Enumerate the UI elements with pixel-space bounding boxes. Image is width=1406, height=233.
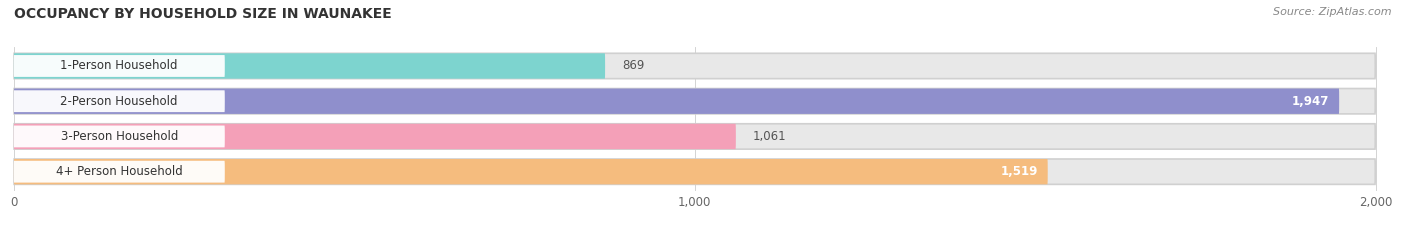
Text: 1,947: 1,947 bbox=[1292, 95, 1329, 108]
FancyBboxPatch shape bbox=[14, 124, 1375, 149]
FancyBboxPatch shape bbox=[14, 89, 1375, 114]
FancyBboxPatch shape bbox=[14, 159, 1375, 184]
FancyBboxPatch shape bbox=[14, 159, 1047, 184]
FancyBboxPatch shape bbox=[14, 161, 225, 183]
Text: 869: 869 bbox=[623, 59, 645, 72]
Text: 1-Person Household: 1-Person Household bbox=[60, 59, 179, 72]
Text: 3-Person Household: 3-Person Household bbox=[60, 130, 179, 143]
FancyBboxPatch shape bbox=[14, 90, 225, 112]
FancyBboxPatch shape bbox=[14, 126, 225, 147]
FancyBboxPatch shape bbox=[14, 89, 1339, 114]
Text: 1,061: 1,061 bbox=[754, 130, 787, 143]
FancyBboxPatch shape bbox=[14, 124, 735, 149]
Text: 4+ Person Household: 4+ Person Household bbox=[56, 165, 183, 178]
Text: 2-Person Household: 2-Person Household bbox=[60, 95, 179, 108]
FancyBboxPatch shape bbox=[14, 55, 225, 77]
Text: Source: ZipAtlas.com: Source: ZipAtlas.com bbox=[1274, 7, 1392, 17]
FancyBboxPatch shape bbox=[14, 53, 605, 79]
FancyBboxPatch shape bbox=[14, 53, 1375, 79]
Text: 1,519: 1,519 bbox=[1001, 165, 1038, 178]
Text: OCCUPANCY BY HOUSEHOLD SIZE IN WAUNAKEE: OCCUPANCY BY HOUSEHOLD SIZE IN WAUNAKEE bbox=[14, 7, 392, 21]
